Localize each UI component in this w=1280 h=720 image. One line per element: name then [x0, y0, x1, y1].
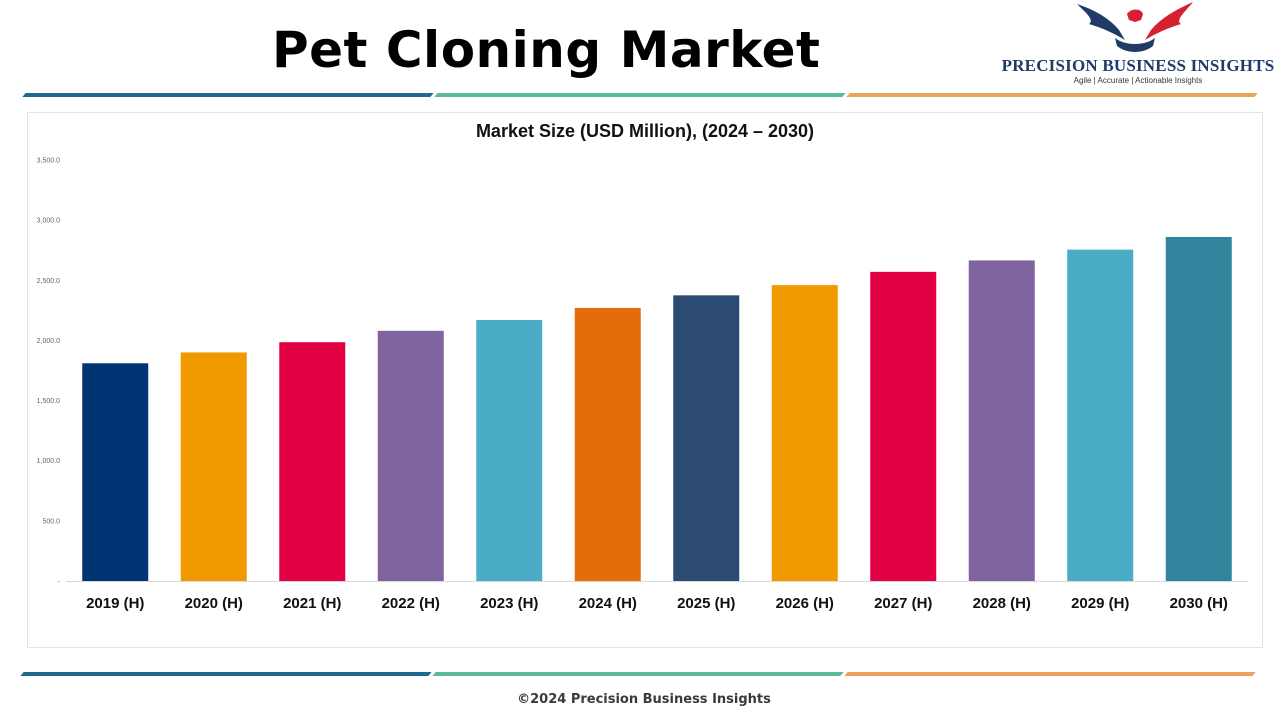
brand-name: PRECISION BUSINESS INSIGHTS — [1001, 56, 1275, 75]
bar-2019 — [82, 363, 149, 581]
brand-tagline: Agile | Accurate | Actionable Insights — [1073, 76, 1203, 85]
y-tick-label: 2,000.0 — [37, 338, 60, 345]
bar-2030 — [1165, 236, 1232, 582]
bar-2023 — [476, 319, 543, 581]
x-category-label: 2023 (H) — [480, 595, 538, 612]
x-category-label: 2030 (H) — [1170, 595, 1228, 612]
bar-2024 — [574, 307, 641, 581]
x-category-label: 2025 (H) — [677, 595, 735, 612]
bottom-rule-green — [432, 672, 844, 676]
y-tick-label: 1,000.0 — [37, 458, 60, 465]
footer-copyright: ©2024 Precision Business Insights — [517, 692, 771, 707]
bar-2021 — [279, 342, 346, 581]
y-tick-label: 500.0 — [42, 518, 60, 525]
y-tick-label: 3,500.0 — [37, 158, 60, 165]
y-tick-label: 3,000.0 — [37, 218, 60, 225]
bar-2028 — [968, 260, 1035, 581]
x-category-label: 2022 (H) — [382, 595, 440, 612]
bar-2029 — [1067, 249, 1134, 581]
page-title: Pet Cloning Market — [272, 21, 821, 79]
x-category-label: 2020 (H) — [185, 595, 243, 612]
x-category-label: 2019 (H) — [86, 595, 144, 612]
bar-2020 — [180, 352, 247, 581]
y-tick-label: - — [58, 579, 61, 586]
bar-2026 — [771, 285, 838, 581]
bottom-rule-blue — [20, 672, 432, 676]
x-category-label: 2024 (H) — [579, 595, 637, 612]
brand-logo: PRECISION BUSINESS INSIGHTS Agile | Accu… — [990, 0, 1280, 92]
bar-2027 — [870, 271, 937, 581]
x-category-label: 2026 (H) — [776, 595, 834, 612]
x-category-label: 2021 (H) — [283, 595, 341, 612]
bar-2025 — [673, 295, 740, 581]
bar-2022 — [377, 330, 444, 581]
bottom-rule-orange — [844, 672, 1256, 676]
y-tick-label: 2,500.0 — [37, 278, 60, 285]
chart-title: Market Size (USD Million), (2024 – 2030) — [475, 121, 815, 141]
x-category-label: 2029 (H) — [1071, 595, 1129, 612]
x-category-label: 2028 (H) — [973, 595, 1031, 612]
y-tick-label: 1,500.0 — [37, 398, 60, 405]
x-category-label: 2027 (H) — [874, 595, 932, 612]
eagle-handshake-logo-icon — [1077, 2, 1193, 52]
